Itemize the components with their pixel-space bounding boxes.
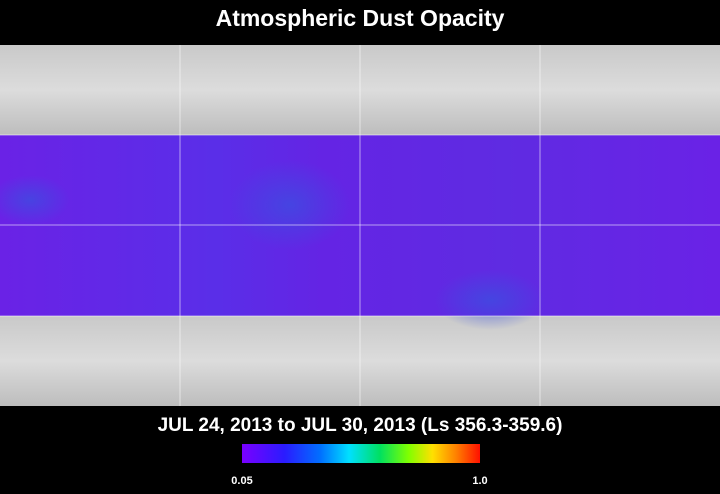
title: Atmospheric Dust Opacity [216,5,505,31]
map [0,45,720,406]
graticule [0,45,720,406]
dust-patch [230,160,350,250]
colorbar-min: 0.05 [231,475,252,487]
dust-patch [435,270,545,330]
date-range: JUL 24, 2013 to JUL 30, 2013 (Ls 356.3-3… [158,415,563,436]
colorbar-max: 1.0 [472,475,487,487]
colorbar [242,444,480,463]
dust-patch [0,175,70,225]
